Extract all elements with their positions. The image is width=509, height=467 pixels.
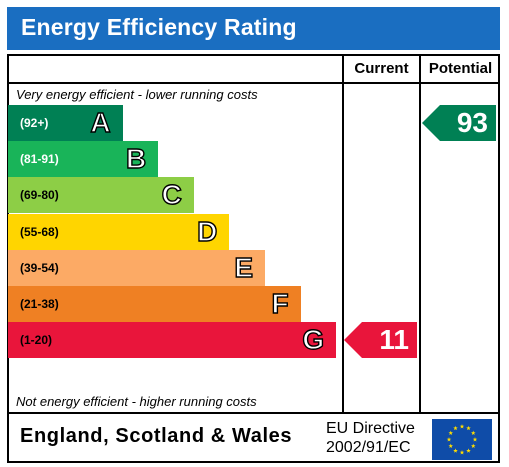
eu-star-icon <box>470 443 476 448</box>
band-d-range: (55-68) <box>20 224 59 239</box>
chart-title: Energy Efficiency Rating <box>21 14 297 40</box>
band-g-letter: G <box>302 323 325 356</box>
region-label: England, Scotland & Wales <box>20 425 293 447</box>
band-c-letter: C <box>161 179 183 211</box>
divider-potential-left <box>419 54 421 412</box>
eu-star-icon <box>466 425 471 431</box>
note-top: Very energy efficient - lower running co… <box>16 87 258 102</box>
band-b-range: (81-91) <box>20 152 59 167</box>
eu-star-icon <box>459 450 465 455</box>
column-header-current: Current <box>354 60 409 77</box>
eu-directive-line2: 2002/91/EC <box>326 439 411 456</box>
eu-star-icon <box>453 425 458 431</box>
eu-star-icon <box>470 430 476 435</box>
band-f: (21-38) F <box>8 286 301 322</box>
eu-star-icon <box>446 437 452 442</box>
eu-star-icon <box>453 448 458 453</box>
band-e-letter: E <box>234 251 254 283</box>
footer-divider <box>7 412 500 414</box>
pointer-current-value: 11 <box>379 324 409 356</box>
band-g: (1-20) G <box>8 322 337 359</box>
band-b: (81-91) B <box>8 141 159 178</box>
band-g-range: (1-20) <box>20 333 53 348</box>
band-c-range: (69-80) <box>20 188 59 203</box>
eu-directive-line1: EU Directive <box>326 420 415 437</box>
pointer-potential: 93 <box>422 105 496 141</box>
band-b-letter: B <box>125 142 147 175</box>
eu-directive: EU Directive 2002/91/EC <box>326 419 430 457</box>
band-c: (69-80) C <box>8 177 194 214</box>
eu-star-icon <box>472 437 478 442</box>
header-divider <box>7 82 500 84</box>
eu-flag-icon <box>432 419 492 465</box>
band-d: (55-68) D <box>8 213 230 250</box>
eu-star-icon <box>466 448 471 453</box>
band-d-letter: D <box>196 215 218 247</box>
band-a: (92+) A <box>8 105 123 141</box>
column-header-potential: Potential <box>428 60 493 77</box>
eu-star-icon <box>448 443 454 448</box>
divider-current-left <box>342 54 344 412</box>
eu-star-icon <box>448 430 454 435</box>
eu-star-icon <box>459 424 465 429</box>
band-a-letter: A <box>90 106 112 138</box>
band-f-letter: F <box>271 287 290 319</box>
band-a-range: (92+) <box>20 116 49 130</box>
title-bar: Energy Efficiency Rating <box>7 7 500 50</box>
band-e: (39-54) E <box>8 249 265 286</box>
pointer-current: 11 <box>344 322 417 359</box>
band-e-range: (39-54) <box>20 260 59 275</box>
pointer-potential-value: 93 <box>456 107 488 138</box>
note-bottom: Not energy efficient - higher running co… <box>16 394 257 409</box>
band-f-range: (21-38) <box>20 297 59 311</box>
